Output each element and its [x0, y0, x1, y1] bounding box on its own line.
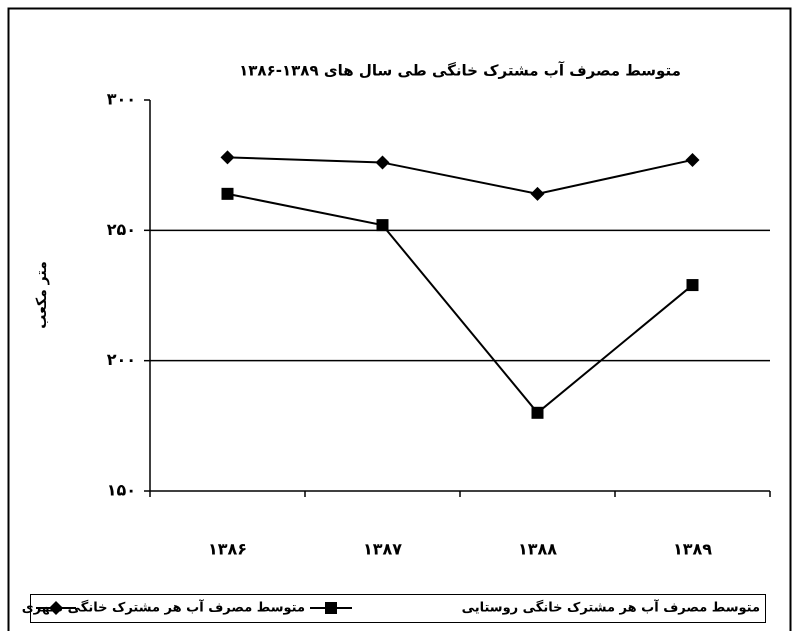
chart-border — [7, 7, 792, 631]
x-tick-label: ۱۳۸۸ — [518, 540, 557, 559]
series-line — [227, 192, 694, 415]
y-tick-label: ۲۵۰ — [107, 220, 136, 239]
legend-box — [30, 594, 766, 623]
y-axis-label: متر مکعب — [34, 261, 50, 329]
square-marker — [221, 187, 234, 200]
square-marker — [531, 406, 544, 419]
y-tick-label: ۳۰۰ — [107, 90, 136, 109]
diamond-marker — [220, 150, 235, 165]
diamond-marker — [530, 186, 545, 201]
legend-marker — [325, 602, 337, 614]
legend-marker — [49, 601, 63, 615]
series-line — [227, 156, 693, 195]
legend-label: متوسط مصرف آب هر مشترک خانگی شهری — [22, 599, 305, 616]
y-tick-label: ۱۵۰ — [107, 481, 136, 500]
y-tick-label: ۲۰۰ — [107, 350, 136, 369]
legend-label: متوسط مصرف آب هر مشترک خانگی روستایی — [462, 599, 760, 616]
square-marker — [686, 279, 699, 292]
chart-title: متوسط مصرف آب مشترک خانگی طی سال های ۱۳۸… — [239, 62, 681, 80]
x-tick-label: ۱۳۸۷ — [363, 540, 402, 559]
diamond-marker — [375, 155, 390, 170]
diamond-marker — [685, 152, 700, 167]
x-tick-label: ۱۳۸۶ — [208, 540, 247, 559]
square-marker — [376, 219, 389, 232]
x-tick-label: ۱۳۸۹ — [673, 540, 712, 559]
